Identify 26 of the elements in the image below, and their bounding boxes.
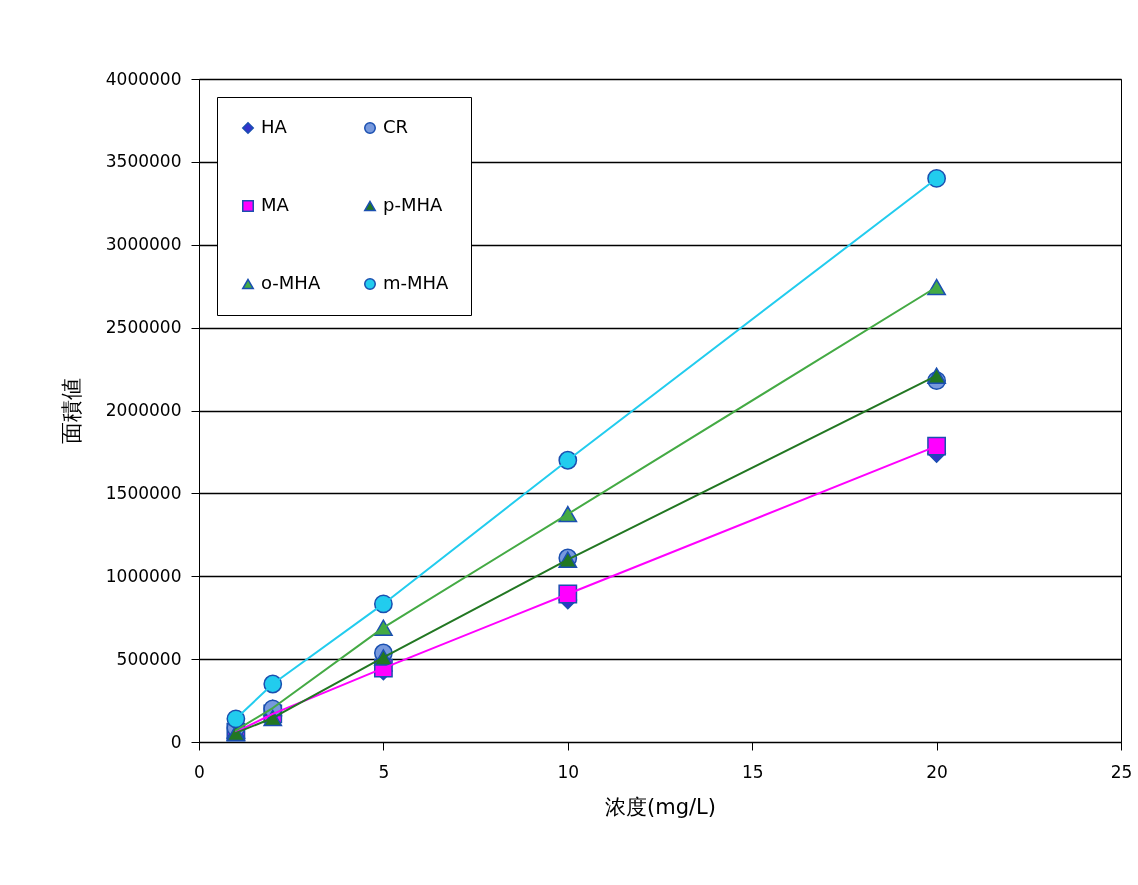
x-tick-label: 5	[378, 761, 390, 782]
y-tick-label: 2000000	[105, 400, 182, 420]
legend-label: HA	[261, 116, 288, 137]
x-tick-label: 20	[926, 761, 948, 782]
y-tick-label: 0	[170, 731, 182, 752]
x-tick-label: 0	[194, 761, 205, 782]
y-tick-label: 3500000	[105, 151, 182, 172]
legend-label: CR	[383, 116, 409, 137]
point	[927, 169, 947, 188]
y-tick-label: 1500000	[105, 482, 182, 503]
x-tick-label: 25	[1110, 761, 1133, 782]
y-tick-label: 4000000	[105, 68, 182, 89]
x-tick-label: 10	[557, 761, 580, 782]
x-tick-label: 15	[741, 761, 764, 782]
point	[927, 436, 947, 456]
legend-label: MA	[261, 194, 290, 215]
y-tick-label: 2500000	[105, 317, 182, 338]
y-axis-title: 面積値	[58, 378, 84, 444]
point	[927, 367, 947, 384]
y-tick-label: 3000000	[105, 234, 182, 255]
legend-label: m-MHA	[383, 272, 450, 293]
y-tick-label: 1000000	[105, 565, 182, 586]
legend-label: o-MHA	[261, 272, 321, 293]
legend-label: p-MHA	[383, 194, 443, 215]
x-axis-title: 浓度(mg/L)	[605, 794, 716, 819]
y-tick-label: 500000	[116, 648, 182, 669]
